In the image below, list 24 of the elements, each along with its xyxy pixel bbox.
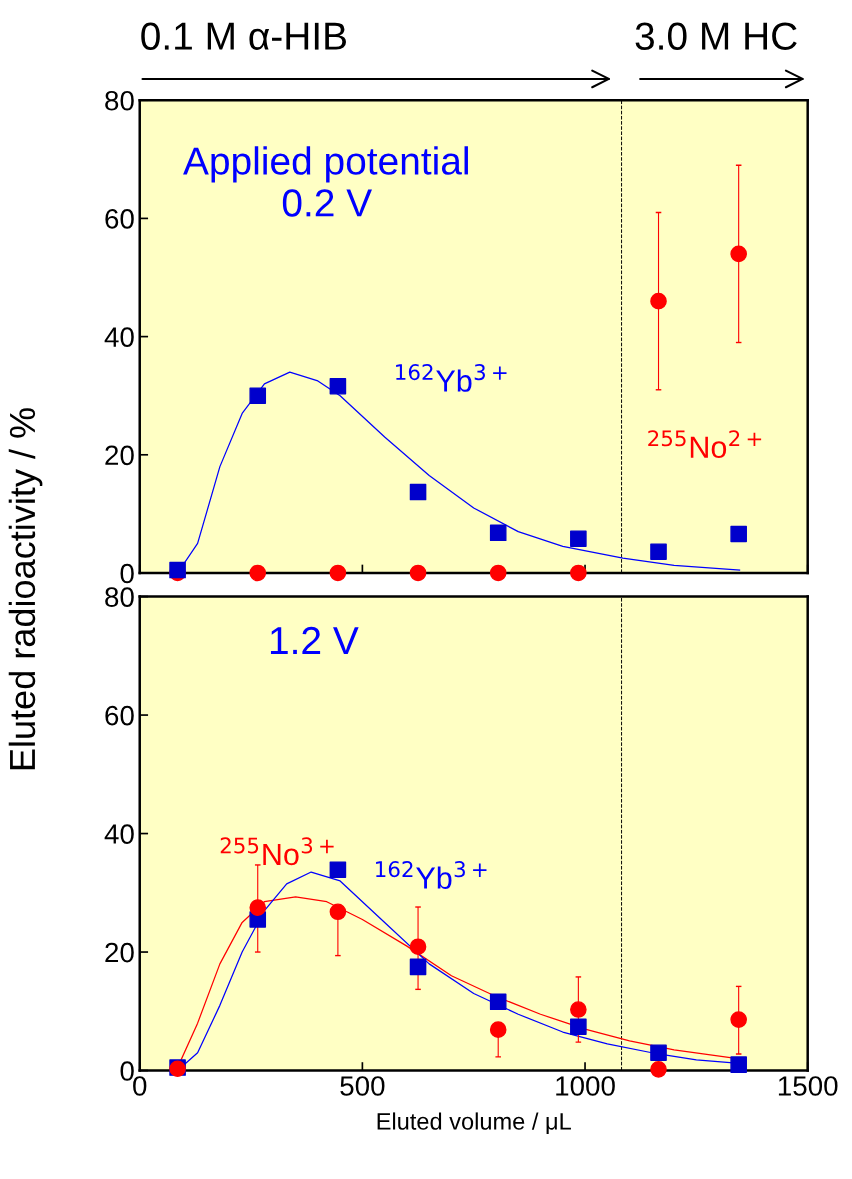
x-tick-label: 1000 xyxy=(556,1076,615,1096)
x-tick-label: 500 xyxy=(340,1076,385,1096)
y-tick-label: 40 xyxy=(104,327,134,347)
x-tick-label: 0 xyxy=(133,1076,147,1096)
y-tick-label: 20 xyxy=(105,445,134,466)
x-axis-title: Eluted volume / μL xyxy=(377,1112,571,1135)
y-tick-label: 60 xyxy=(105,209,134,229)
x-tick-label: 1500 xyxy=(778,1076,838,1096)
annotation: Applied potential 0.2 V xyxy=(183,146,468,217)
text: 3.0 M HC xyxy=(635,22,797,50)
y-tick-label: 0 xyxy=(120,563,134,584)
y-tick-label: 20 xyxy=(105,942,134,963)
y-tick-label: 60 xyxy=(105,705,134,726)
annotation: $^{162}$Yb$^{3+}$ xyxy=(376,861,487,889)
text: 0.1 M α-HIB xyxy=(141,22,346,50)
y-axis-title: Eluted radioactivity / % xyxy=(8,408,43,770)
annotation: 1.2 V xyxy=(270,626,359,655)
annotation: $^{255}$No$^{3+}$ xyxy=(220,837,334,866)
y-tick-label: 0 xyxy=(120,1061,134,1081)
annotation: $^{162}$Yb$^{3+}$ xyxy=(396,363,507,392)
y-tick-label: 40 xyxy=(104,824,134,844)
y-tick-label: 80 xyxy=(105,587,134,607)
y-tick-label: 80 xyxy=(105,90,134,111)
annotation: $^{255}$No$^{2+}$ xyxy=(648,430,762,459)
